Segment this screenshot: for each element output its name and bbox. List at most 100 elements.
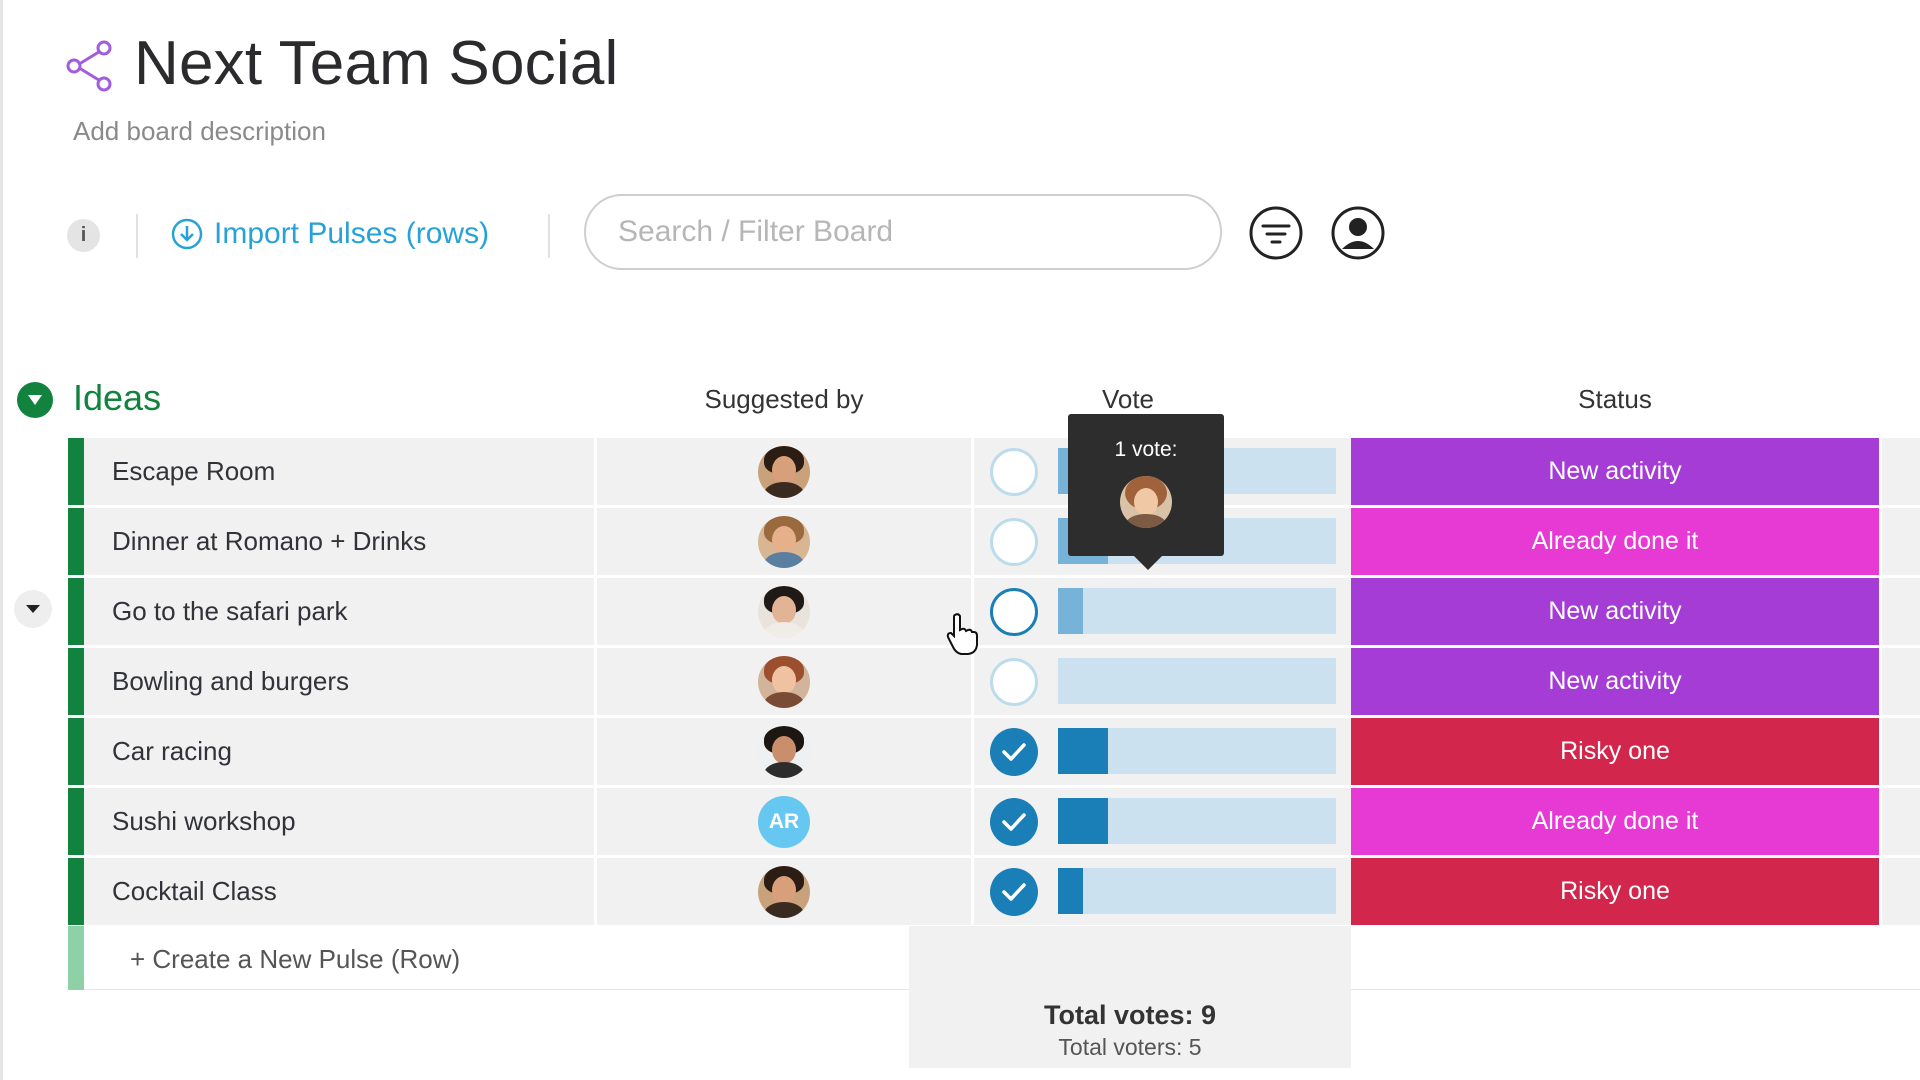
- pulse-name[interactable]: Dinner at Romano + Drinks: [84, 508, 594, 575]
- person-filter-icon[interactable]: [1330, 205, 1386, 261]
- group-color-strip: [68, 508, 84, 575]
- avatar[interactable]: [758, 585, 810, 638]
- row-edge-cell: [1882, 508, 1920, 575]
- total-voters: Total voters: 5: [1058, 1034, 1202, 1060]
- avatar-body: [764, 901, 804, 918]
- status-label[interactable]: Risky one: [1351, 858, 1879, 925]
- vote-toggle[interactable]: [990, 798, 1038, 846]
- vote-bar: [1058, 868, 1336, 914]
- avatar-face: [772, 735, 796, 764]
- vote-bar: [1058, 798, 1336, 844]
- status-label[interactable]: Risky one: [1351, 718, 1879, 785]
- tooltip-arrow: [1134, 556, 1162, 570]
- tooltip-voter-avatar: [1120, 476, 1172, 528]
- table-row[interactable]: Escape Room 1 New activity: [68, 438, 1920, 505]
- row-edge-cell: [1882, 788, 1920, 855]
- suggested-by-cell[interactable]: [597, 578, 971, 645]
- vote-bar: [1058, 658, 1336, 704]
- vote-toggle[interactable]: [990, 588, 1038, 636]
- group-collapse-toggle[interactable]: [17, 382, 53, 418]
- suggested-by-cell[interactable]: [597, 438, 971, 505]
- search-filter-input[interactable]: [584, 194, 1222, 270]
- suggested-by-cell[interactable]: AR: [597, 788, 971, 855]
- pulse-name-text: Go to the safari park: [112, 596, 348, 626]
- share-icon: [66, 40, 112, 92]
- group-title[interactable]: Ideas: [73, 377, 162, 418]
- row-edge-cell: [1882, 578, 1920, 645]
- table-row[interactable]: Sushi workshop AR 2 Already done it: [68, 788, 1920, 855]
- pulse-name-text: Escape Room: [112, 456, 276, 486]
- avatar[interactable]: [758, 865, 810, 918]
- chevron-down-icon: [28, 395, 42, 405]
- avatar-body: [764, 761, 804, 778]
- vote-toggle[interactable]: [990, 448, 1038, 496]
- pulse-name[interactable]: Cocktail Class: [84, 858, 594, 925]
- import-pulses-button[interactable]: Import Pulses (rows): [170, 212, 489, 256]
- table-row[interactable]: Cocktail Class 1 Risky one: [68, 858, 1920, 925]
- suggested-by-cell[interactable]: [597, 648, 971, 715]
- avatar[interactable]: AR: [758, 795, 810, 848]
- vote-summary: Total votes: 9 Total voters: 5: [909, 926, 1351, 1068]
- pulse-name[interactable]: Sushi workshop: [84, 788, 594, 855]
- row-edge-cell: [1882, 438, 1920, 505]
- info-button[interactable]: i: [67, 219, 100, 252]
- group-color-strip: [68, 648, 84, 715]
- table-row[interactable]: Dinner at Romano + Drinks 2 Already done…: [68, 508, 1920, 575]
- toolbar-divider: [548, 214, 550, 258]
- suggested-by-cell[interactable]: [597, 508, 971, 575]
- suggested-by-cell[interactable]: [597, 718, 971, 785]
- filter-icon[interactable]: [1248, 205, 1304, 261]
- status-label[interactable]: New activity: [1351, 438, 1879, 505]
- tooltip-title: 1 vote:: [1114, 438, 1178, 461]
- table-row[interactable]: Go to the safari park 1 New activity: [68, 578, 1920, 645]
- column-header-suggested-by[interactable]: Suggested by: [704, 384, 864, 414]
- column-header-status[interactable]: Status: [1578, 384, 1652, 414]
- table-row[interactable]: Car racing 2 Risky one: [68, 718, 1920, 785]
- status-label[interactable]: New activity: [1351, 648, 1879, 715]
- vote-toggle[interactable]: [990, 518, 1038, 566]
- board-description[interactable]: Add board description: [73, 116, 326, 146]
- avatar-body: [764, 551, 804, 568]
- suggested-by-cell[interactable]: [597, 858, 971, 925]
- group-color-strip: [68, 578, 84, 645]
- create-pulse-label[interactable]: + Create a New Pulse (Row): [130, 944, 461, 974]
- column-header-vote[interactable]: Vote: [1101, 384, 1155, 414]
- pulse-name[interactable]: Escape Room: [84, 438, 594, 505]
- status-label[interactable]: Already done it: [1351, 788, 1879, 855]
- status-label[interactable]: New activity: [1351, 578, 1879, 645]
- board-title[interactable]: Next Team Social: [134, 29, 619, 98]
- window-edge: [0, 0, 3, 1080]
- vote-toggle[interactable]: [990, 728, 1038, 776]
- group-color-strip: [68, 438, 84, 505]
- row-menu-chevron[interactable]: [14, 590, 52, 628]
- vote-bar: [1058, 588, 1336, 634]
- avatar[interactable]: [758, 655, 810, 708]
- group-color-strip: [68, 926, 84, 990]
- table-row[interactable]: Bowling and burgers 0 New activity: [68, 648, 1920, 715]
- avatar-face: [772, 455, 796, 484]
- download-icon: [171, 218, 203, 250]
- row-edge-cell: [1882, 718, 1920, 785]
- pulse-name[interactable]: Car racing: [84, 718, 594, 785]
- vote-cell: 2: [974, 718, 1418, 785]
- group-color-strip: [68, 858, 84, 925]
- status-text: Risky one: [1560, 737, 1670, 765]
- avatar-initials: AR: [768, 809, 800, 833]
- pulse-name[interactable]: Go to the safari park: [84, 578, 594, 645]
- avatar[interactable]: [758, 445, 810, 498]
- vote-cell: 1: [974, 858, 1418, 925]
- vote-toggle[interactable]: [990, 658, 1038, 706]
- avatar[interactable]: [758, 725, 810, 778]
- pulse-name-text: Sushi workshop: [112, 806, 296, 836]
- vote-bar-fill: [1058, 868, 1083, 914]
- pulse-name[interactable]: Bowling and burgers: [84, 648, 594, 715]
- pulse-name-text: Cocktail Class: [112, 876, 277, 906]
- avatar-face: [772, 665, 796, 694]
- vote-toggle[interactable]: [990, 868, 1038, 916]
- vote-bar-fill: [1058, 588, 1083, 634]
- avatar[interactable]: [758, 515, 810, 568]
- vote-cell: 1: [974, 578, 1418, 645]
- status-label[interactable]: Already done it: [1351, 508, 1879, 575]
- avatar-face: [772, 875, 796, 904]
- import-pulses-label: Import Pulses (rows): [214, 217, 490, 250]
